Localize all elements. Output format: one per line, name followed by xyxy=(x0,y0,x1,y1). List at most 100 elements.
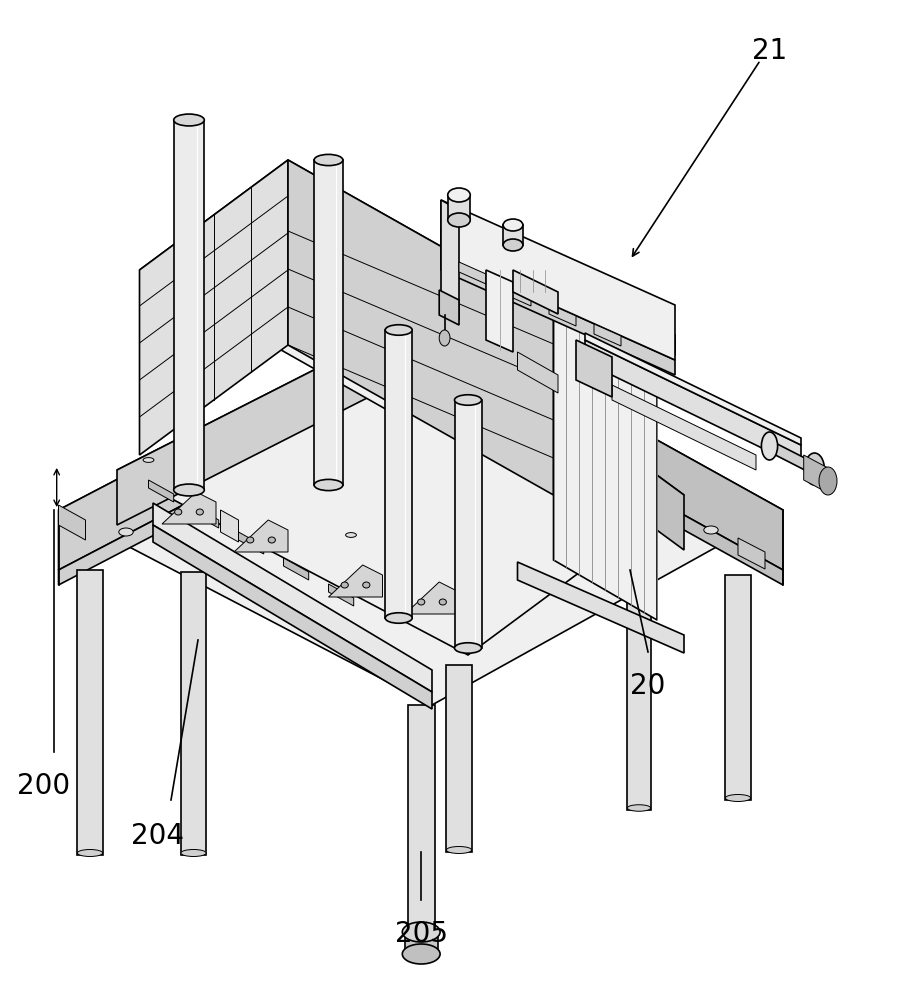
Ellipse shape xyxy=(589,498,599,502)
Polygon shape xyxy=(441,200,459,320)
Polygon shape xyxy=(405,932,438,952)
Polygon shape xyxy=(627,580,651,810)
Polygon shape xyxy=(234,520,288,552)
Polygon shape xyxy=(174,120,204,490)
Ellipse shape xyxy=(448,213,470,227)
Ellipse shape xyxy=(454,395,482,405)
Ellipse shape xyxy=(385,613,412,623)
Ellipse shape xyxy=(247,537,254,543)
Polygon shape xyxy=(328,565,382,597)
Polygon shape xyxy=(432,315,783,570)
Text: 204: 204 xyxy=(131,822,184,850)
Polygon shape xyxy=(328,584,354,606)
Polygon shape xyxy=(504,284,531,306)
Ellipse shape xyxy=(704,526,718,534)
Polygon shape xyxy=(220,510,238,542)
Ellipse shape xyxy=(181,850,206,856)
Polygon shape xyxy=(459,262,486,284)
Polygon shape xyxy=(549,304,576,326)
Polygon shape xyxy=(194,506,219,528)
Ellipse shape xyxy=(805,453,824,485)
Polygon shape xyxy=(738,538,765,569)
Polygon shape xyxy=(153,503,432,692)
Ellipse shape xyxy=(385,325,412,335)
Ellipse shape xyxy=(268,537,275,543)
Ellipse shape xyxy=(314,154,343,166)
Polygon shape xyxy=(725,575,751,800)
Text: 205: 205 xyxy=(395,920,447,948)
Polygon shape xyxy=(153,525,432,709)
Polygon shape xyxy=(288,160,554,495)
Ellipse shape xyxy=(175,509,182,515)
Polygon shape xyxy=(270,520,302,546)
Ellipse shape xyxy=(439,330,450,346)
Text: 200: 200 xyxy=(16,772,70,800)
Ellipse shape xyxy=(503,239,523,251)
Polygon shape xyxy=(454,400,482,648)
Ellipse shape xyxy=(363,582,370,588)
Ellipse shape xyxy=(174,376,186,383)
Polygon shape xyxy=(385,330,412,618)
Polygon shape xyxy=(162,492,216,524)
Ellipse shape xyxy=(408,939,435,947)
Ellipse shape xyxy=(346,533,356,537)
Polygon shape xyxy=(612,385,756,470)
Ellipse shape xyxy=(761,432,778,460)
Polygon shape xyxy=(58,315,783,705)
Polygon shape xyxy=(432,310,684,550)
Polygon shape xyxy=(333,480,364,506)
Ellipse shape xyxy=(446,846,472,854)
Ellipse shape xyxy=(402,944,440,964)
Polygon shape xyxy=(58,315,432,570)
Polygon shape xyxy=(148,480,174,502)
Ellipse shape xyxy=(448,188,470,202)
Ellipse shape xyxy=(454,643,482,653)
Ellipse shape xyxy=(143,458,154,462)
Polygon shape xyxy=(441,255,675,375)
Polygon shape xyxy=(585,340,801,467)
Ellipse shape xyxy=(314,479,343,491)
Ellipse shape xyxy=(174,484,204,496)
Ellipse shape xyxy=(196,509,203,515)
Polygon shape xyxy=(576,340,612,397)
Text: 20: 20 xyxy=(630,672,666,700)
Polygon shape xyxy=(77,570,103,855)
Polygon shape xyxy=(439,290,459,325)
Polygon shape xyxy=(117,310,684,655)
FancyBboxPatch shape xyxy=(503,225,523,245)
Polygon shape xyxy=(408,705,435,945)
Polygon shape xyxy=(181,572,206,855)
Polygon shape xyxy=(441,200,675,360)
Text: 21: 21 xyxy=(752,37,788,65)
Polygon shape xyxy=(804,455,828,493)
Polygon shape xyxy=(441,230,675,350)
Polygon shape xyxy=(554,300,657,620)
Polygon shape xyxy=(58,375,432,585)
Ellipse shape xyxy=(402,922,440,942)
Ellipse shape xyxy=(627,805,651,811)
Polygon shape xyxy=(238,532,264,554)
Polygon shape xyxy=(117,310,432,525)
Polygon shape xyxy=(770,440,814,475)
Polygon shape xyxy=(518,270,675,355)
Ellipse shape xyxy=(725,794,751,802)
Polygon shape xyxy=(432,375,783,585)
Ellipse shape xyxy=(174,114,204,126)
Ellipse shape xyxy=(341,582,348,588)
Polygon shape xyxy=(302,500,333,526)
Polygon shape xyxy=(58,505,86,540)
Polygon shape xyxy=(594,324,621,346)
Polygon shape xyxy=(140,160,554,420)
Polygon shape xyxy=(364,460,396,486)
Ellipse shape xyxy=(77,850,103,856)
FancyBboxPatch shape xyxy=(448,195,470,220)
Ellipse shape xyxy=(418,599,425,605)
Polygon shape xyxy=(585,333,801,445)
Polygon shape xyxy=(486,270,513,352)
Ellipse shape xyxy=(819,467,837,495)
Polygon shape xyxy=(518,562,684,653)
Polygon shape xyxy=(284,558,309,580)
Ellipse shape xyxy=(642,406,654,414)
Polygon shape xyxy=(405,582,459,614)
Ellipse shape xyxy=(503,219,523,231)
